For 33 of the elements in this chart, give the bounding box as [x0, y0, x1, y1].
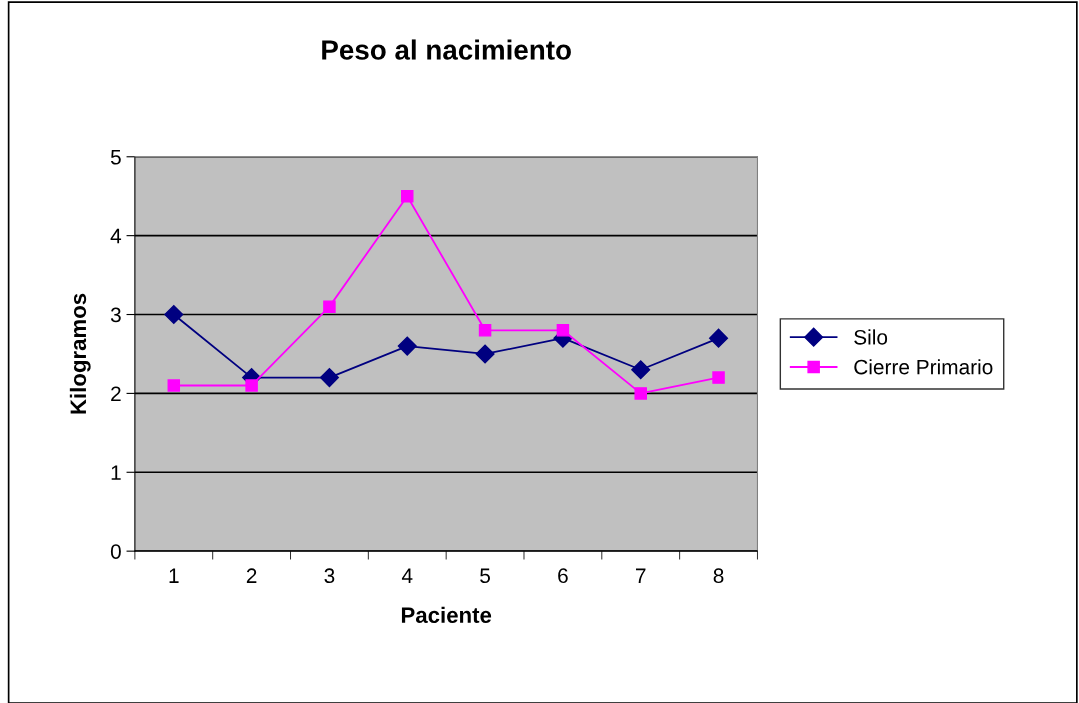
- x-tick-label: 6: [558, 568, 568, 584]
- y-tick-label: 4: [110, 228, 122, 244]
- point: [164, 304, 184, 325]
- point: [475, 344, 495, 364]
- y-tick-label: 5: [110, 149, 121, 165]
- x-tick-label: 2: [246, 568, 257, 583]
- point: [401, 189, 414, 203]
- y-tick-label: 1: [111, 465, 121, 480]
- point: [319, 368, 339, 388]
- point: [397, 336, 417, 356]
- y-tick-label: 0: [110, 544, 121, 559]
- x-tick-label: 4: [401, 568, 413, 583]
- y-axis-title: Kilogramos: [69, 293, 91, 414]
- point: [712, 371, 725, 384]
- y-tick-label: 3: [110, 307, 121, 323]
- legend-label: Cierre Primario: [854, 359, 993, 375]
- x-tick-label: 7: [636, 568, 646, 583]
- point: [709, 328, 729, 348]
- x-tick-label: 3: [324, 568, 335, 584]
- x-tick-label: 1: [169, 568, 179, 583]
- point: [631, 360, 651, 380]
- point: [167, 379, 181, 392]
- x-tick-label: 5: [480, 568, 490, 584]
- point: [478, 324, 492, 337]
- point: [245, 379, 258, 392]
- x-tick-label: 8: [713, 568, 724, 584]
- x-axis-title: Paciente: [401, 606, 492, 624]
- legend-label: Silo: [854, 329, 888, 345]
- chart-title: Peso al nacimiento: [322, 39, 571, 60]
- point: [556, 324, 570, 337]
- point: [634, 387, 647, 400]
- point: [323, 300, 336, 313]
- y-tick-label: 2: [111, 386, 121, 401]
